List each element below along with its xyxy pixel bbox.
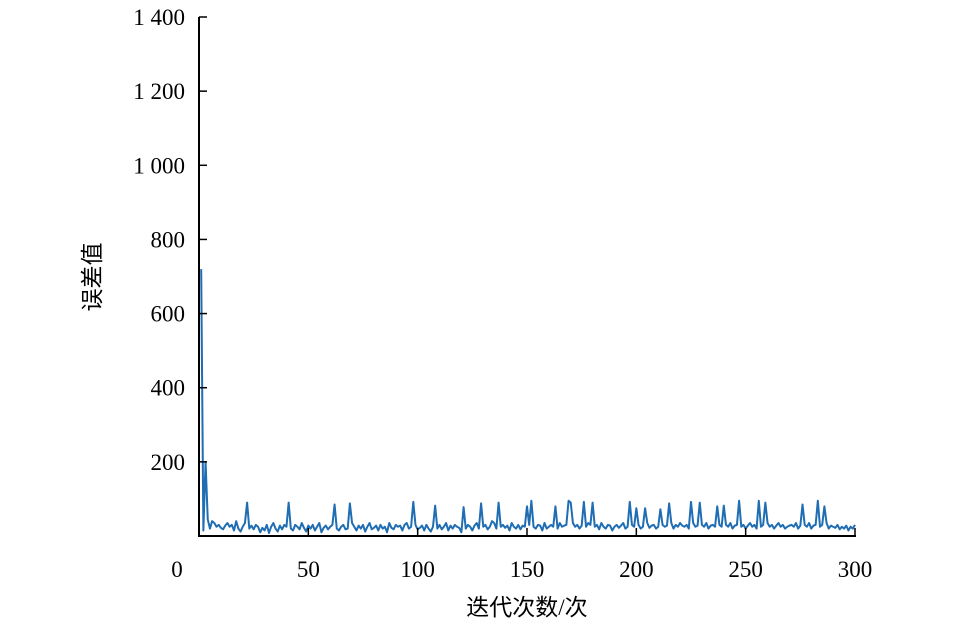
y-axis-label: 误差值: [80, 243, 105, 312]
x-tick-label: 100: [400, 557, 435, 582]
data-line: [200, 269, 856, 535]
x-tick-label: 300: [838, 557, 873, 582]
y-tick-label: 200: [151, 450, 186, 475]
y-tick-label: 400: [151, 376, 186, 401]
x-tick-label: 250: [728, 557, 763, 582]
x-axis-label: 迭代次数/次: [466, 595, 587, 620]
y-tick-label: 600: [151, 302, 186, 327]
x-tick-label: 200: [619, 557, 654, 582]
y-tick-label: 1 200: [133, 79, 185, 104]
x-tick-label: 150: [510, 557, 545, 582]
y-tick-label: 800: [151, 227, 186, 252]
x-tick-label: 50: [297, 557, 320, 582]
y-tick-label: 1 000: [133, 153, 185, 178]
y-tick-label: 1 400: [133, 5, 185, 30]
x-tick-label: 0: [171, 557, 183, 582]
